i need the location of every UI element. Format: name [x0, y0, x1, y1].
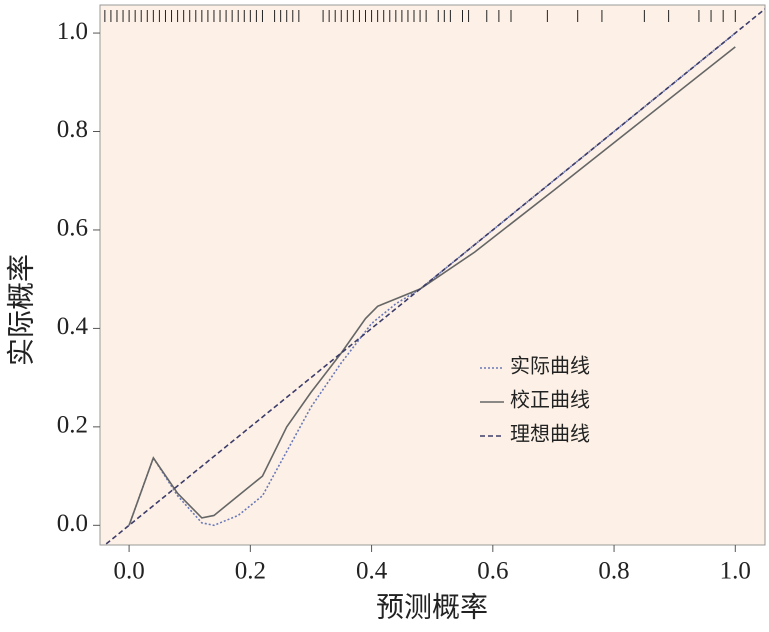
curves	[103, 8, 765, 545]
series-line	[103, 8, 765, 545]
y-axis-label: 实际概率	[5, 254, 37, 366]
y-tick-label: 0.6	[57, 215, 88, 242]
y-tick-label: 0.4	[57, 313, 89, 340]
legend-label: 理想曲线	[510, 423, 590, 446]
plot-area	[99, 4, 766, 546]
y-tick-label: 0.8	[57, 116, 88, 143]
y-tick-label: 0.0	[57, 510, 88, 537]
x-tick-label: 1.0	[720, 558, 751, 585]
x-tick-label: 0.6	[477, 558, 508, 585]
x-axis-label: 预测概率	[376, 591, 488, 623]
series-line	[128, 46, 736, 526]
x-tick-label: 0.0	[113, 558, 144, 585]
legend-label: 校正曲线	[510, 389, 590, 412]
x-tick-label: 0.8	[598, 558, 629, 585]
y-tick-label: 0.2	[57, 412, 88, 439]
x-tick-label: 0.2	[235, 558, 266, 585]
x-tick-label: 0.4	[356, 558, 388, 585]
legend-label: 实际曲线	[510, 355, 590, 378]
y-tick-label: 1.0	[57, 18, 88, 45]
